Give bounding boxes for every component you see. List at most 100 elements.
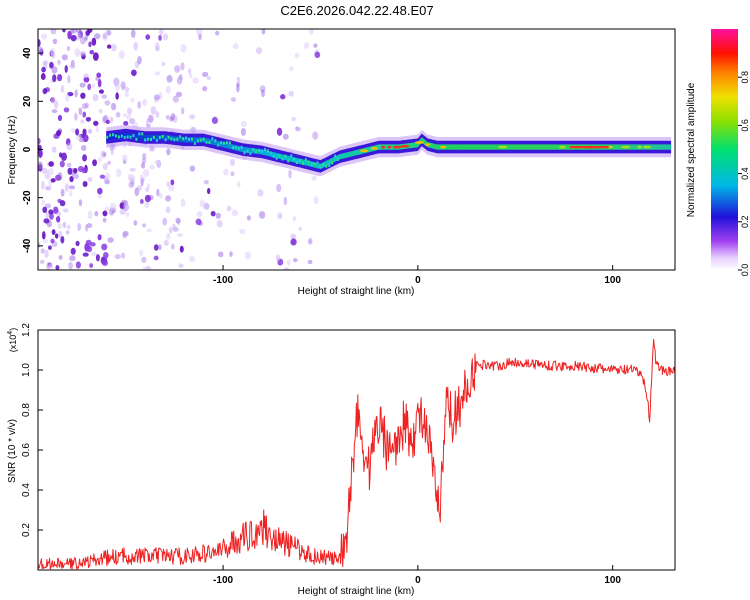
spectrogram-noise-blob — [82, 154, 88, 162]
spectrogram-noise-blob — [236, 76, 241, 83]
spectrogram-noise-blob — [75, 128, 80, 136]
spectrogram-noise-blob — [121, 154, 128, 162]
spectrogram-noise-blob — [115, 168, 122, 178]
spectrogram-noise-blob — [258, 211, 266, 219]
spectrogram-noise-blob — [139, 174, 144, 180]
spectrogram-noise-blob — [97, 187, 103, 195]
spectrogram-noise-blob — [283, 267, 290, 270]
spectrogram-noise-blob — [206, 187, 211, 195]
spectrogram-noise-blob — [187, 68, 192, 74]
spectrogram-noise-blob — [74, 89, 78, 98]
spectrogram-noise-blob — [66, 162, 72, 168]
colorbar-tick-label: 0.0 — [740, 264, 750, 277]
spectrogram-noise-blob — [218, 251, 224, 258]
spectrogram-noise-blob — [140, 177, 144, 187]
spectrogram-noise-blob — [40, 248, 45, 254]
spectrogram-noise-blob — [81, 145, 87, 152]
spectrogram-noise-blob — [106, 44, 112, 49]
spectrogram-noise-blob — [165, 114, 170, 120]
spectrogram-y-tick-label: 20 — [22, 95, 33, 107]
snr-y-tick-label: 1.0 — [21, 363, 32, 377]
spectrogram-noise-blob — [69, 255, 76, 262]
spectrogram-ridge-speckle — [337, 157, 340, 161]
spectrogram-noise-blob — [144, 187, 150, 192]
spectrogram-xlabel: Height of straight line (km) — [298, 286, 415, 297]
spectrogram-noise-blob — [146, 228, 152, 233]
spectrogram-noise-blob — [236, 181, 241, 188]
snr-series-line — [38, 338, 675, 570]
spectrogram-x-tick-label: 100 — [604, 275, 621, 286]
spectrogram-noise-blob — [104, 206, 109, 212]
spectrogram-noise-blob — [105, 179, 111, 185]
spectrogram-noise-blob — [292, 258, 298, 263]
spectrogram-noise-blob — [239, 228, 246, 234]
spectrogram-ridge-speckle — [249, 151, 252, 155]
spectrogram-ridge-speckle — [190, 137, 193, 141]
spectrogram-noise-blob — [101, 243, 108, 251]
spectrogram-noise-blob — [52, 38, 58, 45]
spectrogram-noise-blob — [84, 34, 88, 41]
spectrogram-noise-blob — [38, 46, 43, 52]
spectrogram-noise-blob — [61, 152, 67, 161]
spectrogram-hotspot — [621, 145, 631, 149]
spectrogram-ridge-speckle — [269, 151, 272, 155]
spectrogram-noise-blob — [156, 188, 160, 197]
spectrogram-ridge-speckle — [316, 161, 319, 165]
spectrogram-noise-blob — [144, 201, 150, 209]
spectrogram-axes: -100 0 100 -40 -20 0 20 40 — [22, 47, 621, 286]
colorbar-tick-label: 0.8 — [740, 71, 750, 84]
spectrogram-noise-blob — [137, 101, 142, 109]
spectrogram-noise-blob — [63, 107, 70, 113]
spectrogram-noise-blob — [231, 209, 239, 217]
spectrogram-noise-blob — [291, 116, 296, 122]
spectrogram-noise-blob — [38, 242, 41, 248]
spectrogram-hotspot — [381, 145, 386, 149]
spectrogram-noise-blob — [155, 111, 160, 118]
spectrogram-noise-blob — [70, 34, 77, 42]
spectrogram-noise-blob — [137, 55, 142, 65]
colorbar: 0.0 0.2 0.4 0.6 0.8 Normalized spectral ampl… — [686, 29, 750, 276]
spectrogram-noise-blob — [133, 220, 138, 226]
spectrogram-noise-blob — [87, 210, 93, 220]
spectrogram-noise-blob — [172, 95, 179, 103]
spectrogram-noise-blob — [82, 128, 87, 136]
spectrogram-ridge-speckle — [196, 139, 199, 143]
snr-x-tick-label: 0 — [415, 575, 421, 586]
spectrogram-noise-blob — [155, 42, 160, 52]
spectrogram-noise-blob — [121, 252, 125, 259]
spectrogram-ridge-speckle — [123, 135, 126, 139]
spectrogram-noise-blob — [110, 102, 117, 111]
spectrogram-noise-blob — [142, 98, 148, 106]
spectrogram-noise-blob — [44, 249, 49, 259]
spectrogram-ridge-speckle — [263, 148, 266, 152]
spectrogram-noise-blob — [82, 111, 87, 118]
spectrogram-noise-blob — [77, 223, 82, 231]
spectrogram-noise-blob — [51, 146, 57, 153]
spectrogram-noise-blob — [110, 43, 117, 52]
spectrogram-noise-blob — [230, 97, 237, 102]
spectrogram-noise-blob — [312, 131, 319, 140]
spectrogram-noise-blob — [41, 231, 46, 240]
spectrogram-noise-blob — [153, 244, 159, 251]
spectrogram-ridge-speckle — [261, 149, 264, 153]
spectrogram-noise-blob — [280, 94, 286, 100]
spectrogram-noise-blob — [62, 221, 66, 229]
spectrogram-ridge-speckle — [205, 140, 208, 144]
spectrogram-noise-blob — [236, 84, 240, 93]
spectrogram-noise-blob — [223, 168, 229, 176]
spectrogram-ridge-speckle — [240, 145, 243, 149]
spectrogram-noise-blob — [69, 175, 74, 183]
spectrogram-noise-blob — [50, 52, 56, 59]
spectrogram-noise-blob — [62, 29, 66, 33]
spectrogram-noise-blob — [95, 125, 100, 133]
spectrogram-noise-blob — [142, 168, 150, 178]
spectrogram-noise-blob — [102, 162, 108, 171]
spectrogram-noise-blob — [55, 265, 60, 270]
spectrogram-noise-blob — [283, 196, 288, 206]
spectrogram-noise-blob — [180, 198, 186, 208]
spectrogram-hotspot — [387, 145, 392, 149]
spectrogram-ridge-speckle — [319, 165, 322, 169]
spectrogram-noise-blob — [50, 238, 55, 244]
spectrogram-noise-blob — [286, 259, 291, 266]
spectrogram-noise-blob — [67, 30, 72, 40]
